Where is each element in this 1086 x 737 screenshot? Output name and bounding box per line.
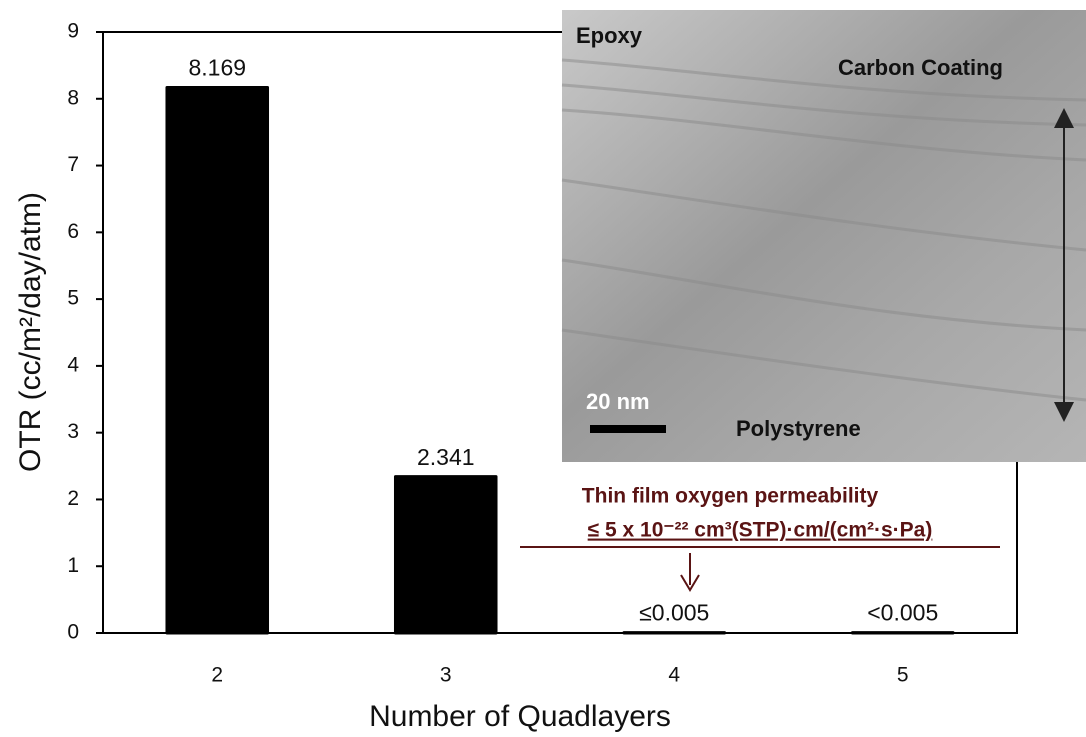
inset-label: Carbon Coating: [838, 55, 1003, 80]
x-tick-label: 5: [897, 664, 909, 687]
tem-inset: Epoxy Carbon Coating 20 nm Polystyrene: [562, 10, 1086, 462]
bar: [167, 87, 268, 633]
y-tick-label: 5: [67, 287, 79, 310]
chart: 0 1 2 3 4 5 6 7 8 9 2 8.169 3 2.341 4 ≤0.005 5 <0.005 Epo…: [0, 0, 1086, 737]
annotation-line: Thin film oxygen permeability: [582, 485, 879, 508]
y-tick-label: 3: [67, 420, 79, 443]
annotation-line: ≤ 5 x 10⁻²² cm³(STP)·cm/(cm²·s·Pa): [588, 519, 933, 542]
y-tick-label: 1: [67, 554, 79, 577]
y-axis-title: OTR (cc/m²/day/atm): [14, 192, 47, 472]
inset-label: Polystyrene: [736, 416, 861, 441]
value-label: <0.005: [867, 600, 938, 626]
x-tick-label: 3: [440, 664, 452, 687]
y-tick-label: 4: [67, 353, 79, 376]
x-axis-title: Number of Quadlayers: [369, 700, 671, 733]
inset-label: Epoxy: [576, 23, 643, 48]
page: {"chart_data": {"type": "bar", "x_label"…: [0, 0, 1086, 737]
value-label: 2.341: [417, 444, 475, 470]
y-tick-label: 2: [67, 487, 79, 510]
y-tick-label: 8: [67, 86, 79, 109]
y-tick-label: 6: [67, 220, 79, 243]
scale-bar: [590, 425, 666, 433]
y-tick-label: 7: [67, 153, 79, 176]
bar: [395, 477, 496, 633]
inset-label: 20 nm: [586, 389, 650, 414]
y-tick-label: 0: [67, 621, 79, 644]
value-label: 8.169: [188, 55, 246, 81]
value-label: ≤0.005: [639, 600, 709, 626]
x-tick-label: 2: [211, 664, 223, 687]
y-tick-label: 9: [67, 20, 79, 43]
x-tick-label: 4: [668, 664, 680, 687]
